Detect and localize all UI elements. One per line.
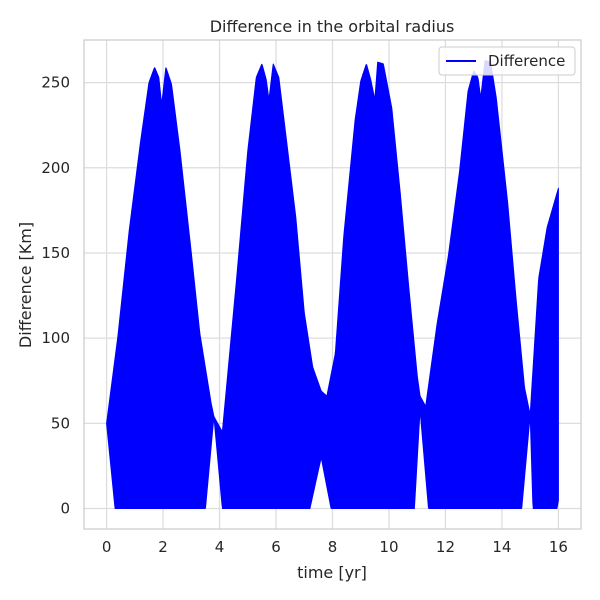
y-tick-label: 50 — [51, 414, 70, 432]
y-tick-label: 100 — [41, 329, 70, 347]
y-tick-label: 150 — [41, 244, 70, 262]
tick-labels: 0 2 4 6 8 10 12 14 16 0 50 100 150 200 250 — [41, 74, 568, 556]
legend-box — [438, 46, 576, 76]
x-tick-label: 10 — [379, 538, 398, 556]
chart-title: Difference in the orbital radius — [210, 17, 455, 36]
plot-frame — [83, 39, 582, 530]
x-axis-label: time [yr] — [297, 563, 367, 582]
x-tick-label: 0 — [102, 538, 112, 556]
y-tick-label: 250 — [41, 74, 70, 92]
x-tick-label: 16 — [549, 538, 568, 556]
x-tick-label: 14 — [492, 538, 511, 556]
x-tick-label: 6 — [271, 538, 281, 556]
x-tick-label: 2 — [158, 538, 168, 556]
x-tick-label: 12 — [436, 538, 455, 556]
series-layer — [106, 59, 559, 510]
x-tick-label: 4 — [215, 538, 225, 556]
y-axis-label: Difference [Km] — [16, 222, 35, 348]
y-tick-label: 200 — [41, 159, 70, 177]
y-tick-label: 0 — [60, 500, 70, 518]
legend-label-difference: Difference — [488, 52, 565, 70]
x-tick-label: 8 — [328, 538, 338, 556]
legend: Difference — [438, 46, 576, 76]
series-band-0 — [106, 59, 559, 510]
